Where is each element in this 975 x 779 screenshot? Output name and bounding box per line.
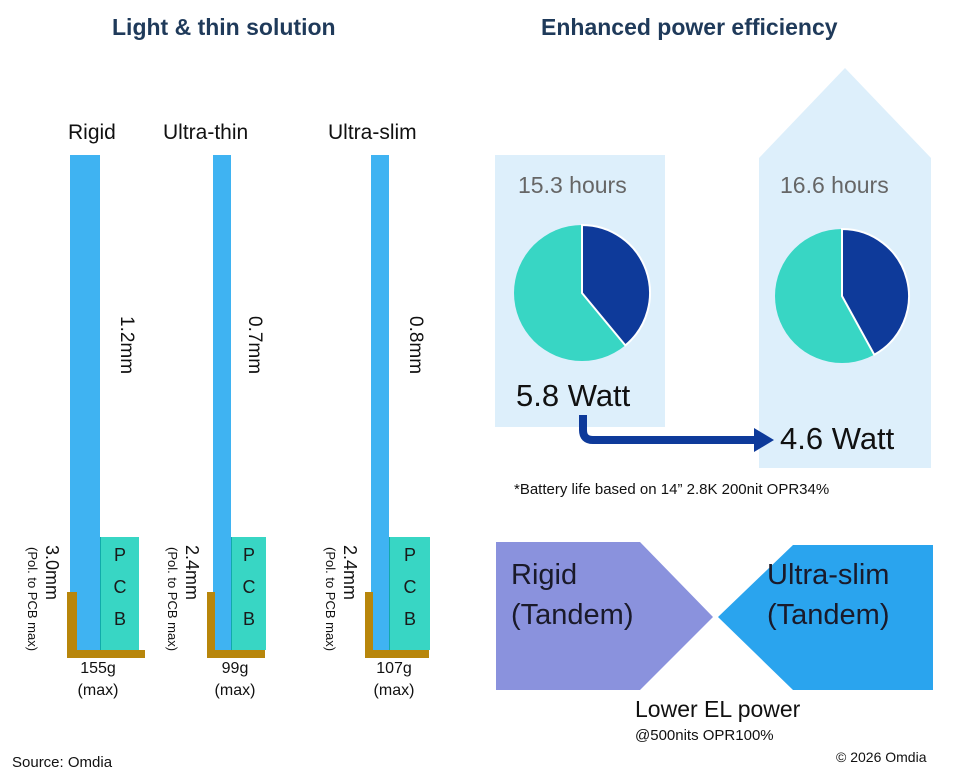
before-watt: 5.8 Watt [516, 378, 631, 413]
frame-bottom [207, 650, 265, 658]
slim-label-line1: Ultra-slim [767, 559, 890, 591]
panel-weight: 99g (max) [205, 658, 265, 702]
battery-footnote: *Battery life based on 14” 2.8K 200nit O… [514, 481, 830, 498]
rigid-tandem-label: Rigid (Tandem) [511, 555, 634, 635]
frame-side [67, 592, 77, 658]
right-heading: Enhanced power efficiency [541, 14, 838, 40]
weight-value: 99g [221, 660, 249, 677]
pcb-letter: P [113, 545, 126, 565]
pcb-letter: C [403, 577, 417, 597]
pcb-letter: B [403, 609, 416, 629]
after-watt: 4.6 Watt [780, 421, 895, 456]
panel-name: Ultra-thin [163, 121, 249, 144]
pcb-letter: B [242, 609, 255, 629]
rigid-label-line1: Rigid [511, 559, 578, 591]
pcb-block: P C B [100, 537, 139, 650]
copyright-note: © 2026 Omdia [836, 749, 927, 765]
weight-note: (max) [373, 682, 415, 699]
before-hours: 15.3 hours [518, 172, 627, 198]
weight-value: 155g [80, 660, 116, 677]
connector-arrow [579, 415, 758, 444]
frame-side [207, 592, 215, 658]
pcb-letter: C [113, 577, 127, 597]
pie-after [775, 227, 910, 363]
pcb-letter: B [113, 609, 126, 629]
pcb-letter: C [242, 577, 256, 597]
display-panel-bar [371, 155, 389, 650]
panel-name: Ultra-slim [328, 121, 417, 144]
display-panel-bar [213, 155, 231, 650]
compare-caption: Lower EL power [635, 696, 801, 722]
weight-note: (max) [214, 682, 256, 699]
frame-bottom [67, 650, 145, 658]
pie-after-slice [841, 227, 910, 357]
pcb-letter: P [403, 545, 416, 565]
weight-value: 107g [376, 660, 412, 677]
ultra-slim-tandem-label: Ultra-slim (Tandem) [767, 555, 890, 635]
left-heading: Light & thin solution [112, 14, 336, 40]
panel-weight: 107g (max) [364, 658, 424, 702]
pie-before-slice [581, 223, 651, 347]
pcb-block: P C B [389, 537, 430, 650]
slim-label-line2: (Tandem) [767, 599, 890, 631]
panel-name: Rigid [68, 121, 116, 144]
compare-subcaption: @500nits OPR100% [635, 727, 774, 744]
source-note: Source: Omdia [12, 754, 113, 771]
panel-weight: 155g (max) [68, 658, 128, 702]
rigid-label-line2: (Tandem) [511, 599, 634, 631]
weight-note: (max) [77, 682, 119, 699]
after-hours: 16.6 hours [780, 172, 889, 198]
pcb-block: P C B [231, 537, 266, 650]
rigid-tandem-box [496, 542, 713, 690]
display-panel-bar [70, 155, 100, 650]
frame-bottom [365, 650, 429, 658]
pie-before [514, 223, 651, 361]
connector-arrow-head [754, 428, 774, 452]
frame-side [365, 592, 373, 658]
ultra-slim-tandem-box [718, 545, 933, 690]
pcb-letter: P [242, 545, 255, 565]
